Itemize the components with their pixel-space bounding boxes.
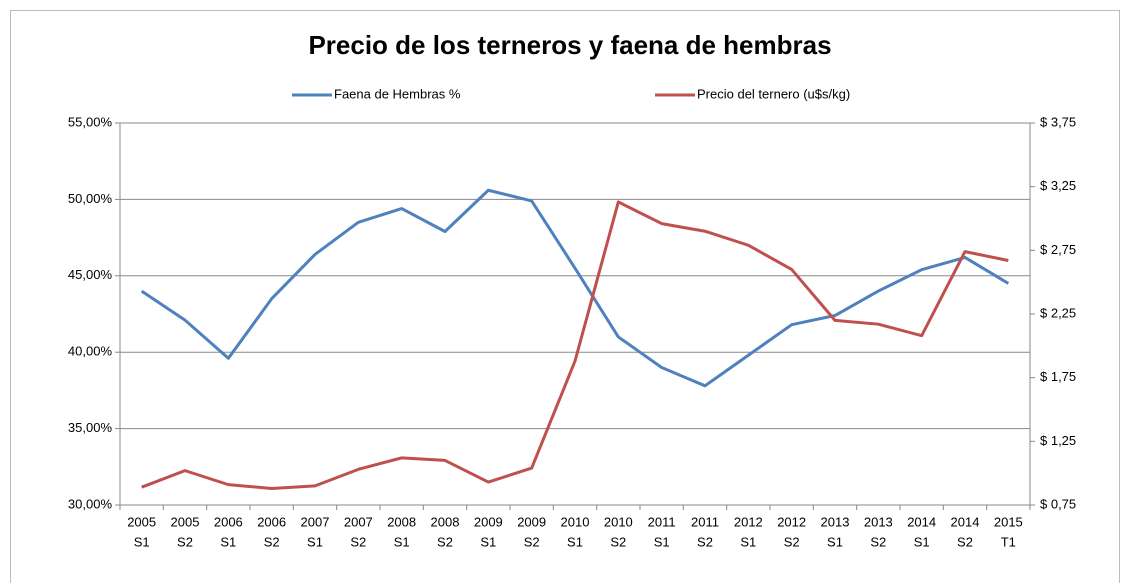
chart-title: Precio de los terneros y faena de hembra… <box>308 30 831 60</box>
legend-label: Faena de Hembras % <box>334 86 461 101</box>
x-tick-label: T1 <box>1001 534 1016 549</box>
x-tick-label: S2 <box>177 534 193 549</box>
x-tick-label: S1 <box>567 534 583 549</box>
y-tick-label: 40,00% <box>68 344 113 359</box>
x-tick-label: S2 <box>957 534 973 549</box>
chart-frame <box>10 10 1120 583</box>
x-tick-label: S2 <box>264 534 280 549</box>
x-tick-label: S2 <box>784 534 800 549</box>
x-tick-label: S2 <box>350 534 366 549</box>
x-tick-label: S2 <box>870 534 886 549</box>
x-tick-label: 2013 <box>864 514 893 529</box>
x-tick-label: S2 <box>697 534 713 549</box>
x-tick-label: 2006 <box>257 514 286 529</box>
x-tick-label: S1 <box>394 534 410 549</box>
x-tick-label: 2008 <box>387 514 416 529</box>
x-tick-label: 2005 <box>171 514 200 529</box>
y2-tick-label: $ 2,75 <box>1040 242 1076 257</box>
y-tick-label: 55,00% <box>68 114 113 129</box>
x-tick-label: S1 <box>827 534 843 549</box>
y2-tick-label: $ 3,75 <box>1040 114 1076 129</box>
x-tick-label: S1 <box>740 534 756 549</box>
y2-tick-label: $ 3,25 <box>1040 178 1076 193</box>
x-tick-label: 2009 <box>517 514 546 529</box>
y2-tick-label: $ 0,75 <box>1040 496 1076 511</box>
x-tick-label: 2011 <box>648 514 676 529</box>
y-tick-label: 50,00% <box>68 191 113 206</box>
x-tick-label: 2007 <box>344 514 373 529</box>
x-tick-label: 2015 <box>994 514 1023 529</box>
y-tick-label: 30,00% <box>68 496 113 511</box>
y-tick-label: 35,00% <box>68 420 113 435</box>
x-tick-label: 2010 <box>561 514 590 529</box>
x-tick-label: 2009 <box>474 514 503 529</box>
x-tick-label: S1 <box>307 534 323 549</box>
legend-label: Precio del ternero (u$s/kg) <box>697 86 850 101</box>
x-tick-label: 2013 <box>821 514 850 529</box>
x-tick-label: S2 <box>437 534 453 549</box>
x-tick-label: 2012 <box>777 514 806 529</box>
y-tick-label: 45,00% <box>68 267 113 282</box>
y2-tick-label: $ 1,75 <box>1040 369 1076 384</box>
x-tick-label: 2011 <box>691 514 719 529</box>
x-tick-label: S1 <box>654 534 670 549</box>
x-tick-label: 2005 <box>127 514 156 529</box>
series-line <box>140 188 1010 388</box>
x-tick-label: S1 <box>220 534 236 549</box>
x-tick-label: 2008 <box>431 514 460 529</box>
x-tick-label: 2014 <box>951 514 980 529</box>
y2-tick-label: $ 2,25 <box>1040 305 1076 320</box>
x-tick-label: 2007 <box>301 514 330 529</box>
x-tick-label: 2014 <box>907 514 936 529</box>
x-tick-label: S2 <box>610 534 626 549</box>
x-tick-label: S1 <box>914 534 930 549</box>
x-tick-label: S1 <box>480 534 496 549</box>
x-tick-label: 2010 <box>604 514 633 529</box>
x-tick-label: 2006 <box>214 514 243 529</box>
x-tick-label: S1 <box>134 534 150 549</box>
x-tick-label: 2012 <box>734 514 763 529</box>
x-tick-label: S2 <box>524 534 540 549</box>
series-line <box>141 200 1009 490</box>
y2-tick-label: $ 1,25 <box>1040 433 1076 448</box>
